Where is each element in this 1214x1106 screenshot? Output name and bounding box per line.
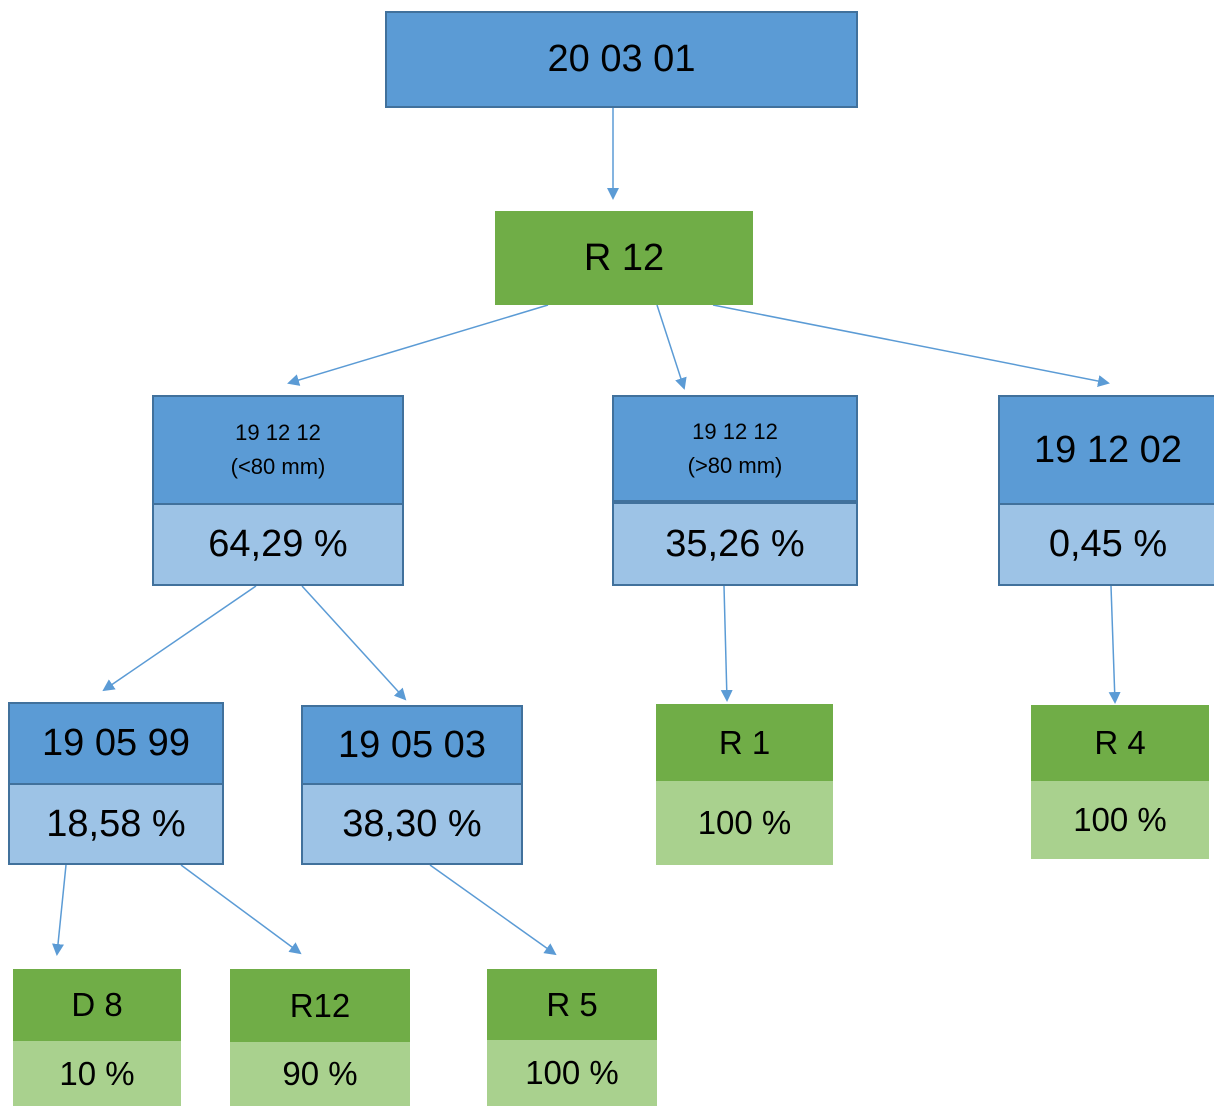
node-r4-code-box: R 4 [1031,705,1209,781]
arrow-190503-to-r5 [429,864,557,956]
node-r5-code-box: R 5 [487,969,657,1040]
node-r1-percent: 100 % [697,804,792,841]
node-190503-percent-box: 38,30 % [301,783,523,865]
node-fine-detail: (<80 mm) [230,454,326,479]
node-fine-percent-box: 64,29 % [152,503,404,586]
node-r12-bottom-code: R12 [289,986,351,1024]
node-root: 20 03 01 [385,11,858,108]
node-r12-top-code: R 12 [583,236,665,279]
arrow-fine-to-190599 [102,585,257,692]
node-r5-percent-box: 100 % [487,1040,657,1106]
node-r12-top: R 12 [495,211,753,305]
node-r5-percent: 100 % [525,1054,619,1091]
node-fine-code-box: 19 12 12 (<80 mm) [152,395,404,505]
node-metal-percent-box: 0,45 % [998,503,1214,586]
arrow-coarse-to-r1 [720,585,733,702]
arrow-r12-to-metal [712,304,1110,387]
node-coarse-percent: 35,26 % [665,522,805,565]
node-r1-code: R 1 [718,723,771,761]
node-d8-percent: 10 % [59,1054,135,1092]
node-coarse-percent-box: 35,26 % [612,502,858,586]
arrow-r12-to-coarse [656,304,687,390]
node-190599-code-box: 19 05 99 [8,702,224,785]
node-fine-code: 19 12 12 [235,420,321,445]
arrow-190599-to-r12 [180,864,302,955]
node-190599-code: 19 05 99 [42,722,190,764]
arrow-r12-to-fine [287,304,549,386]
node-r12-bottom-percent-box: 90 % [230,1042,410,1106]
node-r5-code: R 5 [546,985,598,1023]
node-coarse-code: 19 12 12 [692,418,778,444]
arrow-metal-to-r4 [1108,585,1121,704]
node-coarse-detail: (>80 mm) [687,452,783,478]
node-d8-code: D 8 [71,986,123,1023]
node-d8-percent-box: 10 % [13,1041,181,1106]
node-190503-code: 19 05 03 [338,723,486,766]
arrow-fine-to-190503 [301,585,407,701]
node-d8-code-box: D 8 [13,969,181,1041]
node-r12-bottom-percent: 90 % [282,1055,358,1092]
node-r12-bottom-code-box: R12 [230,969,410,1042]
node-r1-code-box: R 1 [656,704,833,781]
node-metal-code-box: 19 12 02 [998,395,1214,505]
node-190599-percent-box: 18,58 % [8,783,224,865]
node-r4-code: R 4 [1094,724,1146,761]
node-r4-percent: 100 % [1073,801,1167,838]
node-fine-percent: 64,29 % [208,523,348,565]
node-190503-percent: 38,30 % [342,802,482,845]
node-190599-percent: 18,58 % [46,802,186,845]
node-r4-percent-box: 100 % [1031,781,1209,859]
node-190503-code-box: 19 05 03 [301,705,523,785]
node-coarse-code-box: 19 12 12 (>80 mm) [612,395,858,502]
node-r1-percent-box: 100 % [656,781,833,865]
node-root-code: 20 03 01 [547,38,696,80]
arrow-190599-to-d8 [52,864,67,956]
node-metal-code: 19 12 02 [1034,428,1182,471]
node-metal-percent: 0,45 % [1048,523,1168,565]
